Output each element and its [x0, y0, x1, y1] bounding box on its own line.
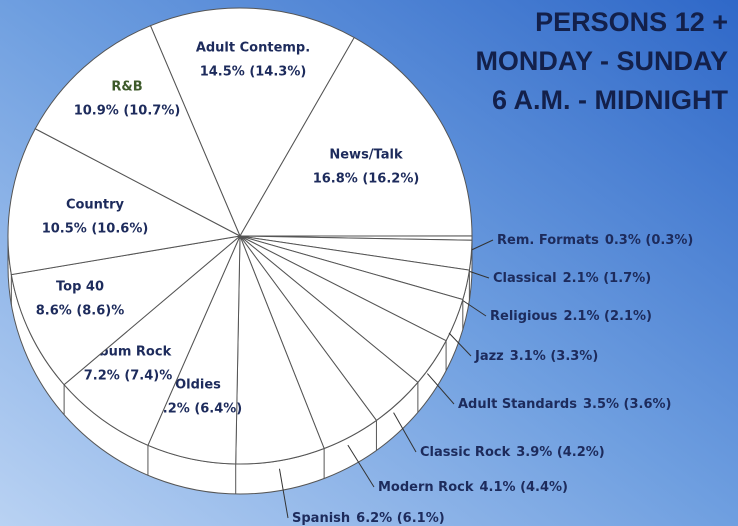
- slice-label: Country: [66, 198, 125, 213]
- pie-slice: [7, 128, 242, 276]
- slice-name: Modern Rock: [378, 480, 474, 495]
- slice-label: Spanish 6.2% (6.1%): [292, 511, 445, 526]
- slice-name: Jazz: [474, 349, 504, 364]
- slice-label: Classical 2.1% (1.7%): [493, 271, 651, 286]
- leader-line: [347, 444, 375, 488]
- pie-slice: [239, 36, 473, 237]
- slice-name: Spanish: [292, 511, 350, 526]
- slice-label: Modern Rock 4.1% (4.4%): [378, 480, 568, 495]
- slice-label: Oldies: [175, 378, 221, 393]
- slice-label: Top 40: [56, 280, 104, 295]
- value-label: 16.8% (16.2%): [313, 172, 420, 187]
- value-label: 10.9% (10.7%): [74, 104, 181, 119]
- value-label: 8.6% (8.6)%: [36, 304, 125, 319]
- slice-label: News/Talk: [329, 148, 403, 163]
- leader-line: [426, 373, 455, 405]
- value-label: 7.2% (7.4)%: [84, 369, 173, 384]
- value-label: 10.5% (10.6%): [42, 222, 149, 237]
- slice-label: Rem. Formats 0.3% (0.3%): [497, 233, 693, 248]
- slice-label: Religious 2.1% (2.1%): [490, 309, 652, 324]
- leader-line: [459, 298, 487, 317]
- value-label: 6.2% (6.4%): [154, 402, 243, 417]
- chart-subtitle: 6 A.M. - MIDNIGHT: [492, 85, 728, 115]
- slice-label: Adult Contemp.: [196, 41, 310, 56]
- leader-line: [448, 332, 472, 357]
- leader-line: [393, 412, 417, 453]
- value-label: 3.1% (3.3%): [510, 349, 599, 364]
- value-label: 3.9% (4.2%): [516, 445, 605, 460]
- pie-slice: [149, 7, 355, 238]
- value-label: 6.2% (6.1%): [356, 511, 445, 526]
- slice-label: Adult Standards 3.5% (3.6%): [458, 397, 672, 412]
- slice-name: Classical: [493, 271, 557, 286]
- slice-label: Classic Rock 3.9% (4.2%): [420, 445, 605, 460]
- pie-slice: [10, 235, 242, 386]
- value-label: 14.5% (14.3%): [200, 65, 307, 80]
- slice-name: Classic Rock: [420, 445, 511, 460]
- slice-name: Rem. Formats: [497, 233, 599, 248]
- slice-name: Adult Standards: [458, 397, 577, 412]
- value-label: 2.1% (1.7%): [563, 271, 652, 286]
- leader-line: [278, 468, 289, 519]
- value-label: 3.5% (3.6%): [583, 397, 672, 412]
- chart-title: PERSONS 12 +: [535, 7, 728, 37]
- slice-label: R&B: [111, 80, 142, 95]
- slice-name: Religious: [490, 309, 558, 324]
- chart-subtitle: MONDAY - SUNDAY: [475, 46, 728, 76]
- slice-label: Jazz 3.1% (3.3%): [474, 349, 598, 364]
- value-label: 2.1% (2.1%): [563, 309, 652, 324]
- pie-slice: [63, 235, 241, 446]
- value-label: 0.3% (0.3%): [605, 233, 694, 248]
- pie-slice: [34, 25, 242, 238]
- value-label: 4.1% (4.4%): [479, 480, 568, 495]
